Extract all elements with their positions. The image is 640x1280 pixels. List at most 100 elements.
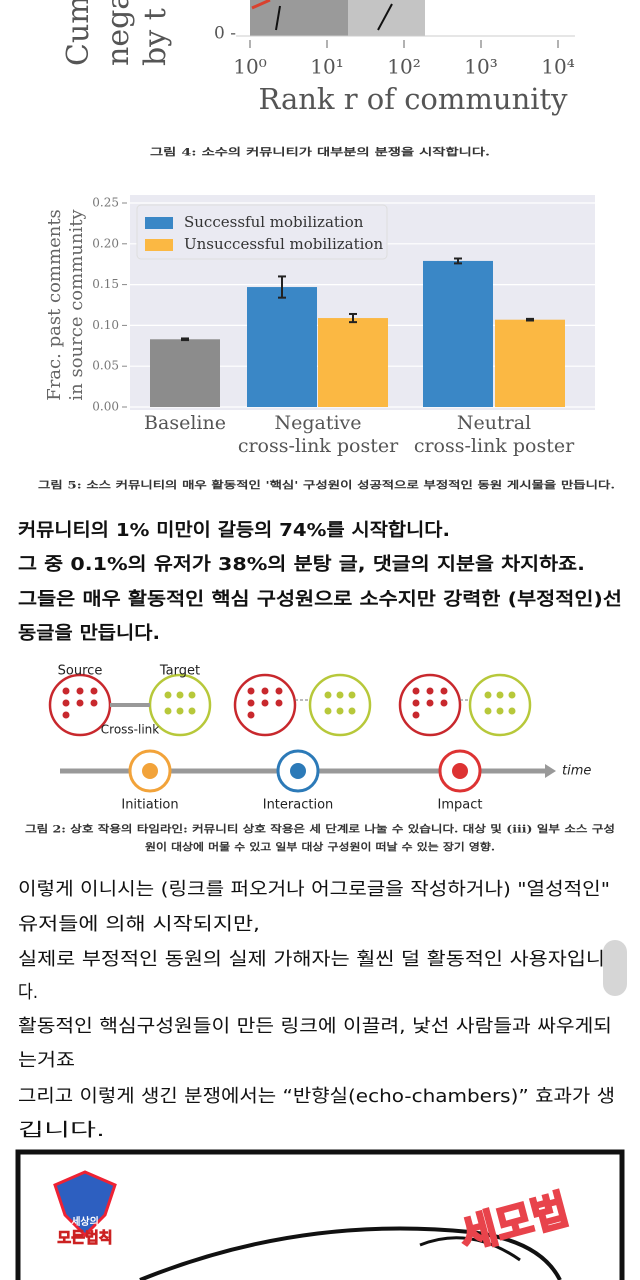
member xyxy=(275,687,283,695)
y-tick-label: 0.05 xyxy=(92,359,119,373)
member xyxy=(247,711,255,719)
legend-label: Unsuccessful mobilization xyxy=(184,235,383,253)
member xyxy=(508,691,516,699)
x-tick-label: Baseline xyxy=(144,412,226,434)
y-tick-label: 0.00 xyxy=(92,400,119,414)
diagram-label: Target xyxy=(159,664,200,679)
member xyxy=(412,699,420,707)
y-tick-label: 0.15 xyxy=(92,277,119,291)
diagram-label: Cross-link xyxy=(101,723,159,737)
paragraph-line: 는거죠 xyxy=(18,1050,75,1071)
y-axis-label: negat xyxy=(101,0,136,66)
member xyxy=(348,707,356,715)
community xyxy=(308,673,372,737)
member xyxy=(484,707,492,715)
member xyxy=(76,687,84,695)
x-tick-label: cross-link poster xyxy=(238,435,399,457)
y-axis-label: Frac. past comments xyxy=(44,209,65,401)
y-tick-label: 0.20 xyxy=(92,236,119,250)
paragraph-line: 깁니다. xyxy=(18,1120,105,1141)
stage-label: Interaction xyxy=(263,798,334,813)
x-tick-label: 10² xyxy=(387,55,420,79)
paragraph-line: 이렇게 이니시는 (링크를 퍼오거나 어그로글을 작성하거나) "열성적인" xyxy=(18,879,610,900)
member xyxy=(261,699,269,707)
caption: 그림 5: 소스 커뮤니티의 매우 활동적인 '핵심' 구성원이 성공적으로 부… xyxy=(38,479,615,492)
logo-shield xyxy=(53,1170,117,1238)
member xyxy=(508,707,516,715)
x-tick-label: 10³ xyxy=(464,55,497,79)
member xyxy=(176,707,184,715)
paragraph-line: 그리고 이렇게 생긴 분쟁에서는 “반향실(echo-chambers)” 효과… xyxy=(18,1086,615,1107)
legend xyxy=(136,204,388,260)
member xyxy=(176,691,184,699)
paragraph-line: 그들은 매우 활동적인 핵심 구성원으로 소수지만 강력한 (부정적인)선 xyxy=(18,589,622,610)
member xyxy=(336,691,344,699)
paragraph-line: 그 중 0.1%의 유저가 38%의 분탕 글, 댓글의 지분을 차지하죠. xyxy=(18,554,585,575)
member xyxy=(247,687,255,695)
legend-swatch xyxy=(145,217,173,229)
y-tick-label: 0.25 xyxy=(92,196,119,210)
x-tick-label: 10⁴ xyxy=(541,55,574,79)
member xyxy=(324,691,332,699)
paragraph-line: 다. xyxy=(18,982,38,1003)
logo-text: 세상의 xyxy=(71,1215,99,1228)
x-axis-label: Rank r of community xyxy=(258,82,568,116)
x-tick-label: Neutral xyxy=(457,412,531,434)
community xyxy=(468,673,532,737)
bar xyxy=(247,287,317,407)
y-axis-label: by t xyxy=(138,8,173,66)
member xyxy=(164,707,172,715)
paragraph-line: 활동적인 핵심구성원들이 만든 링크에 이끌려, 낯선 사람들과 싸우게되 xyxy=(18,1016,612,1037)
legend-label: Successful mobilization xyxy=(184,213,364,231)
legend-swatch xyxy=(145,239,173,251)
logo-text: 모든법칙 xyxy=(57,1229,112,1247)
stage-label: Initiation xyxy=(121,798,178,813)
member xyxy=(62,711,70,719)
member xyxy=(426,699,434,707)
member xyxy=(164,691,172,699)
member xyxy=(440,699,448,707)
diagram-label: time xyxy=(562,764,591,779)
bar xyxy=(150,339,220,407)
member xyxy=(188,707,196,715)
y-tick-label: 0 - xyxy=(214,24,236,44)
member xyxy=(412,711,420,719)
member xyxy=(426,687,434,695)
caption: 그림 4: 소수의 커뮤니티가 대부분의 분쟁을 시작합니다. xyxy=(150,146,490,159)
stage-icon-core xyxy=(290,763,306,779)
member xyxy=(412,687,420,695)
cropped-line xyxy=(251,0,271,10)
image-frame xyxy=(15,1149,625,1280)
stage-label: Impact xyxy=(438,798,483,813)
image-drawing xyxy=(139,1226,562,1280)
caption: 그림 2: 상호 작용의 타임라인: 커뮤니티 상호 작용은 세 단계로 나눌 … xyxy=(25,823,615,836)
member xyxy=(484,691,492,699)
scrollbar[interactable] xyxy=(603,940,627,996)
member xyxy=(62,687,70,695)
x-tick-label: 10⁰ xyxy=(233,55,266,79)
x-tick-label: cross-link poster xyxy=(414,435,575,457)
cropped-line xyxy=(275,5,281,31)
stage-icon-core xyxy=(142,763,158,779)
y-tick-label: 0.10 xyxy=(92,318,119,332)
member xyxy=(90,699,98,707)
paragraph-line: 동글을 만듭니다. xyxy=(18,623,160,644)
member xyxy=(348,691,356,699)
caption: 원이 대상에 머물 수 있고 일부 대상 구성원이 떠날 수 있는 장기 영향. xyxy=(145,841,495,854)
member xyxy=(261,687,269,695)
cropped-bar xyxy=(250,0,348,36)
bar xyxy=(495,319,565,407)
member xyxy=(440,687,448,695)
member xyxy=(336,707,344,715)
paragraph-line: 유저들에 의해 시작되지만, xyxy=(18,914,260,935)
paragraph-line: 커뮤니티의 1% 미만이 갈등의 74%를 시작합니다. xyxy=(18,519,450,541)
bar xyxy=(423,260,493,407)
member xyxy=(188,691,196,699)
member xyxy=(496,707,504,715)
cropped-line xyxy=(377,3,393,31)
x-tick-label: 10¹ xyxy=(310,55,343,79)
diagram-label: Source xyxy=(58,664,103,679)
member xyxy=(62,699,70,707)
